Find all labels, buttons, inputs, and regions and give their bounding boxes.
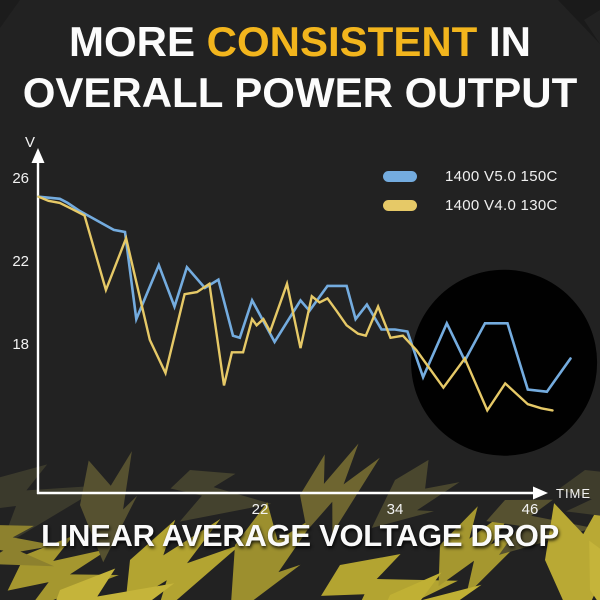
legend-label-blue: 1400 V5.0 150C [445, 168, 558, 185]
title-line2: OVERALL POWER OUTPUT [22, 69, 578, 116]
y-tick: 26 [12, 170, 29, 187]
legend-swatch-blue [383, 171, 417, 182]
lightning-decoration [0, 433, 600, 600]
x-axis-arrow-icon [533, 486, 548, 500]
axes [36, 161, 536, 495]
chart-legend: 1400 V5.0 150C 1400 V4.0 130C [383, 162, 558, 220]
series-line-blue [37, 195, 572, 394]
title-word-in: IN [477, 18, 532, 65]
y-tick: 18 [12, 336, 29, 353]
title-word-more: MORE [68, 18, 207, 65]
spotlight-circle [411, 269, 598, 456]
x-tick: 34 [387, 501, 404, 518]
x-tick: 22 [252, 501, 269, 518]
y-tick: 22 [12, 253, 29, 270]
x-tick-labels: 22 34 46 [252, 501, 539, 518]
y-tick-labels: 26 22 18 [12, 170, 29, 353]
series-line-yellow [37, 195, 554, 413]
legend-label-yellow: 1400 V4.0 130C [445, 197, 558, 214]
corner-accent-decoration [0, 0, 600, 44]
legend-item-blue: 1400 V5.0 150C [383, 162, 558, 191]
x-axis-label: TIME [556, 486, 591, 501]
title-word-consistent: CONSISTENT [206, 18, 478, 65]
page-title: MORE CONSISTENT IN OVERALL POWER OUTPUT [0, 16, 600, 118]
y-axis-arrow-icon [31, 148, 45, 163]
legend-swatch-yellow [383, 200, 417, 211]
legend-item-yellow: 1400 V4.0 130C [383, 191, 558, 220]
y-axis-label: V [25, 134, 35, 151]
x-tick: 46 [522, 501, 539, 518]
bottom-caption: LINEAR AVERAGE VOLTAGE DROP [41, 518, 559, 553]
